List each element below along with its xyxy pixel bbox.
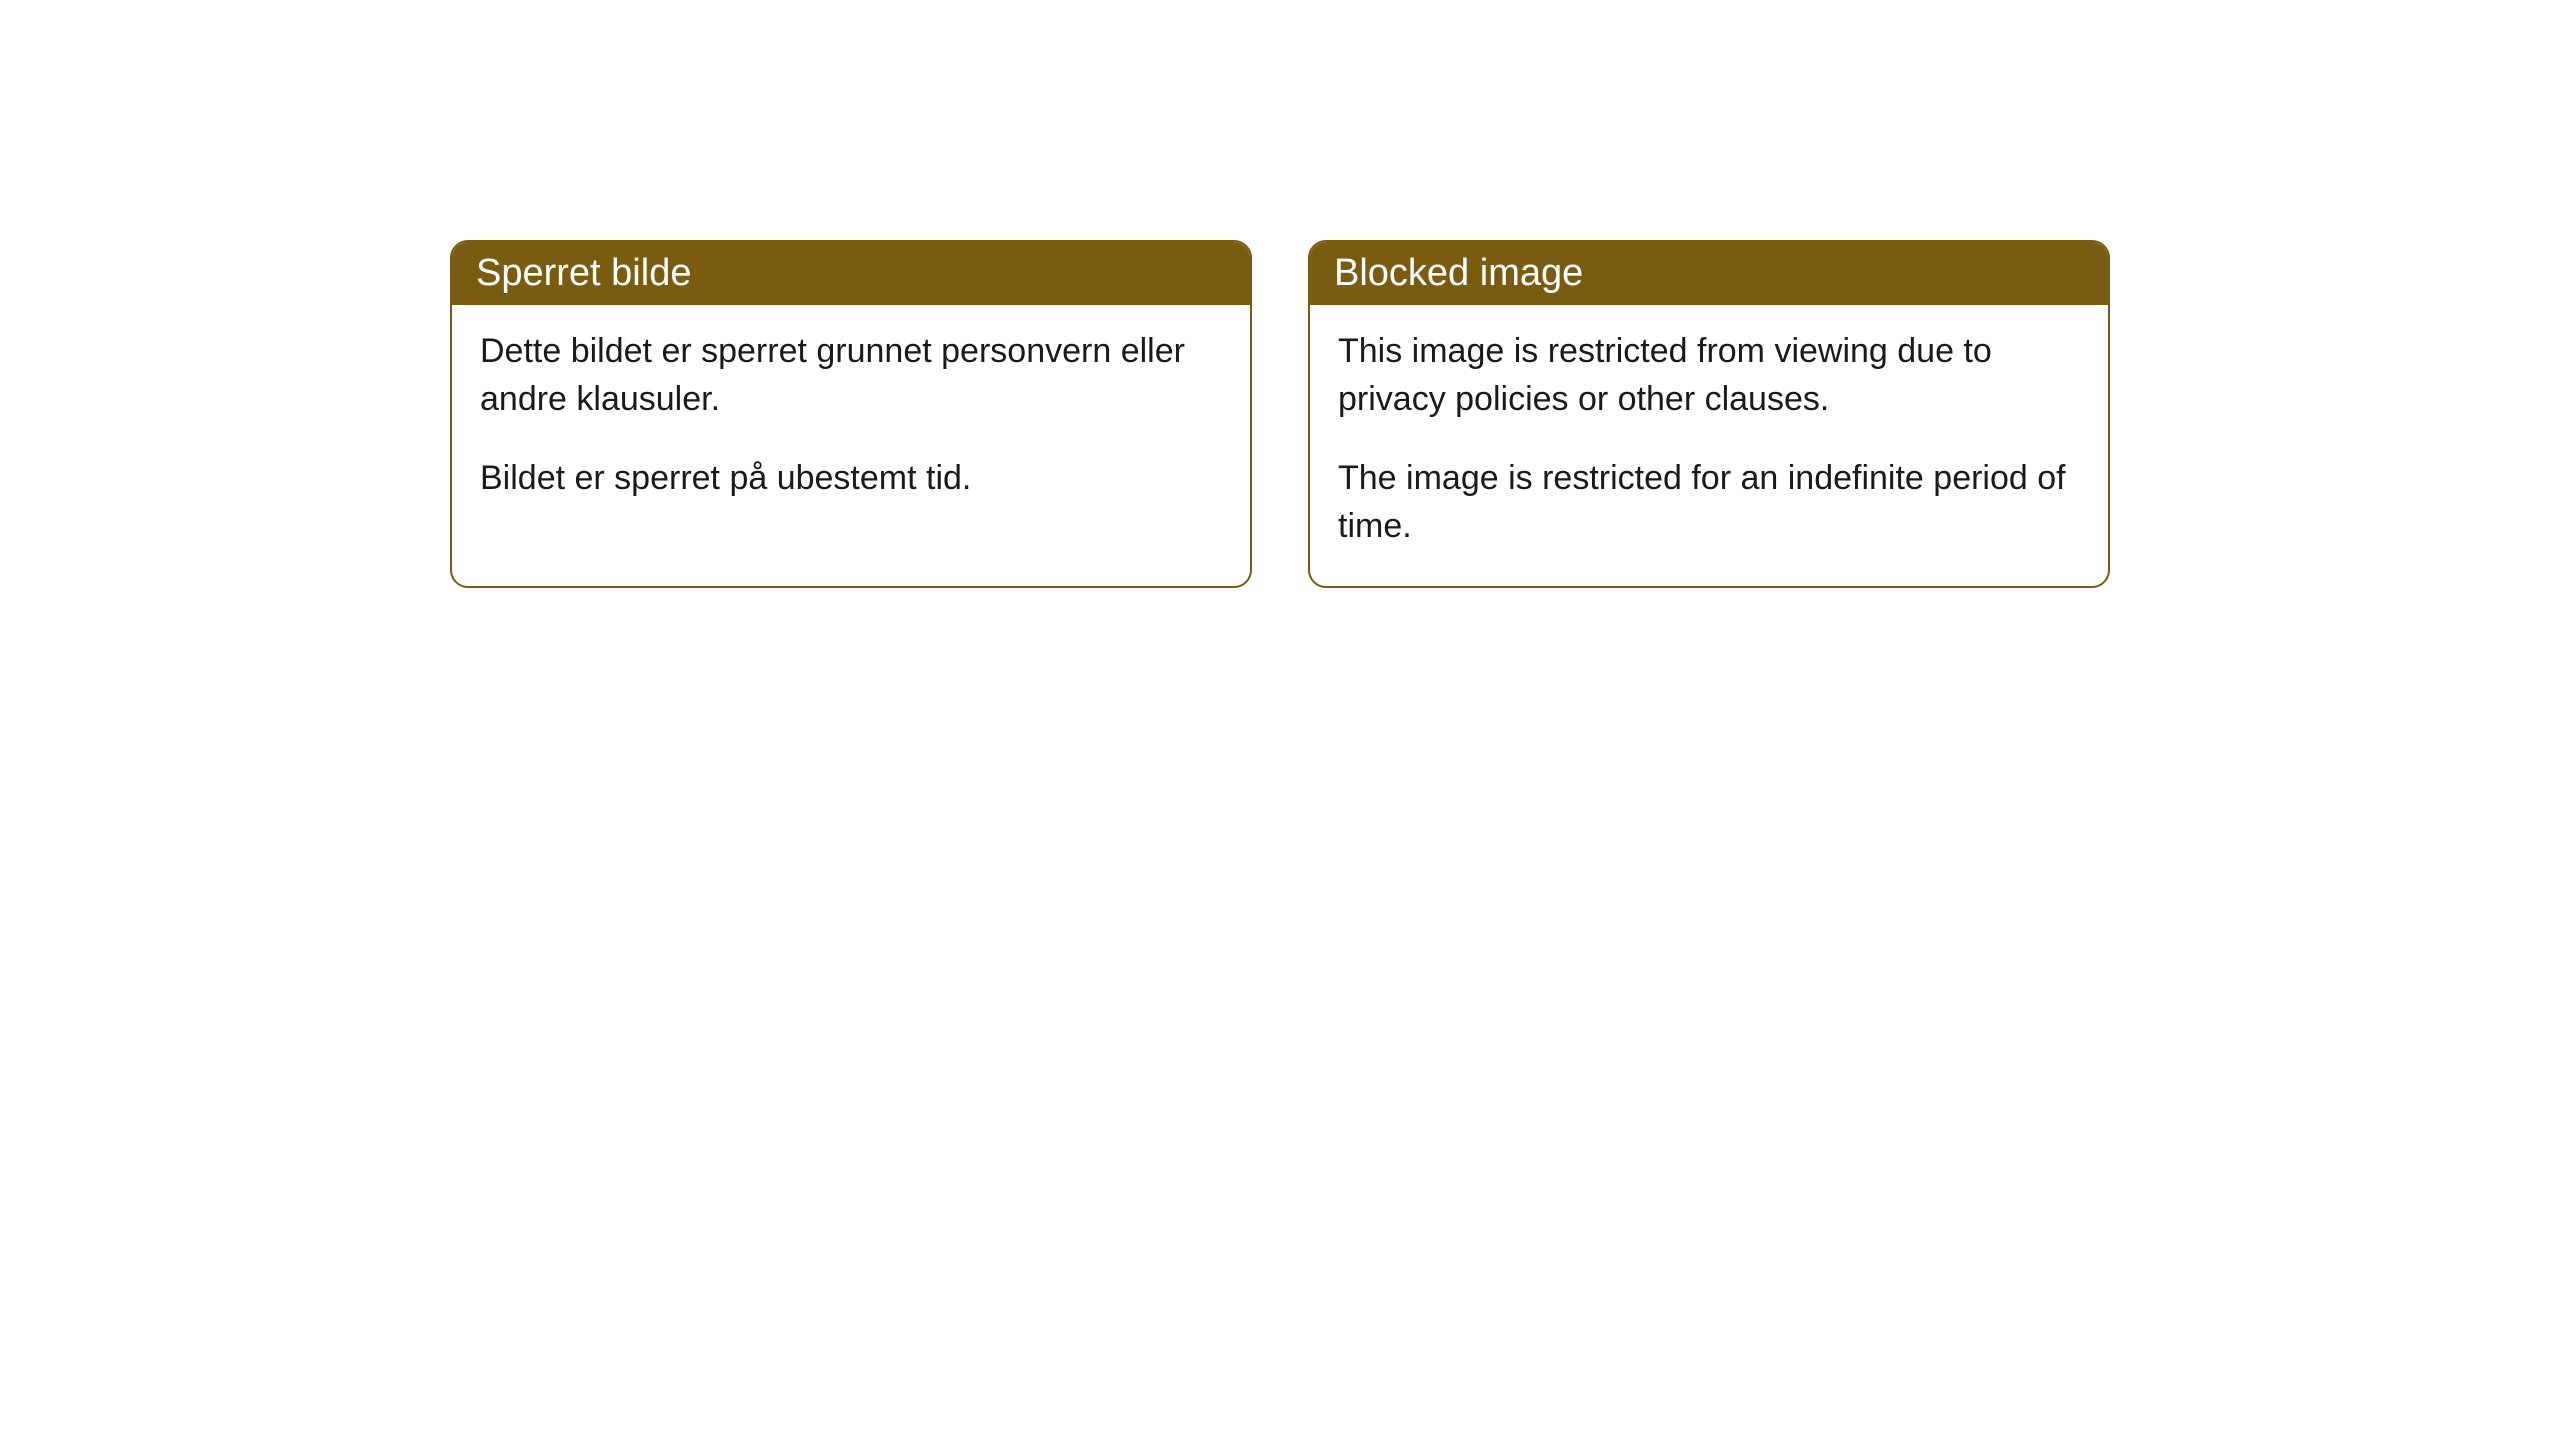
blocked-image-card-norwegian: Sperret bilde Dette bildet er sperret gr… [450, 240, 1252, 588]
card-paragraph: Dette bildet er sperret grunnet personve… [480, 327, 1222, 424]
card-paragraph: Bildet er sperret på ubestemt tid. [480, 454, 1222, 502]
card-paragraph: The image is restricted for an indefinit… [1338, 454, 2080, 551]
blocked-image-card-english: Blocked image This image is restricted f… [1308, 240, 2110, 588]
card-header-english: Blocked image [1310, 242, 2108, 305]
card-body-english: This image is restricted from viewing du… [1310, 305, 2108, 586]
card-title: Sperret bilde [476, 252, 691, 294]
card-title: Blocked image [1334, 252, 1583, 294]
card-paragraph: This image is restricted from viewing du… [1338, 327, 2080, 424]
card-body-norwegian: Dette bildet er sperret grunnet personve… [452, 305, 1250, 538]
card-header-norwegian: Sperret bilde [452, 242, 1250, 305]
notice-container: Sperret bilde Dette bildet er sperret gr… [0, 0, 2560, 588]
